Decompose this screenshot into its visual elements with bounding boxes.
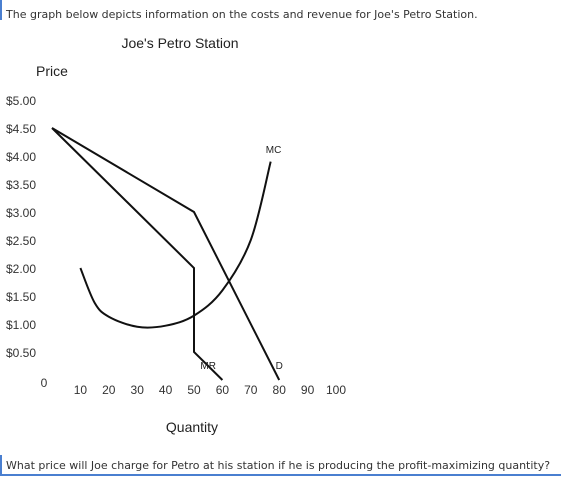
x-axis-label: Quantity	[166, 419, 218, 435]
question-left-border	[0, 0, 2, 20]
curve-label-mr: MR	[200, 361, 216, 372]
y-tick-label: $5.00	[6, 94, 36, 108]
y-tick-label: $2.00	[6, 262, 36, 276]
x-tick-label: 10	[74, 383, 88, 397]
y-axis-label: Price	[36, 63, 68, 79]
question-text: What price will Joe charge for Petro at …	[6, 459, 551, 472]
y-tick-label: $2.50	[6, 234, 36, 248]
x-tick-label: 30	[131, 383, 145, 397]
y-tick-label: $1.00	[6, 318, 36, 332]
x-tick-label: 20	[102, 383, 116, 397]
y-tick-label: $0.50	[6, 346, 36, 360]
x-tick-label: 90	[301, 383, 315, 397]
y-tick-label: $3.50	[6, 178, 36, 192]
x-tick-label: 0	[41, 376, 48, 390]
x-tick-label: 80	[273, 383, 287, 397]
chart: Joe's Petro Station Price Quantity $0.50…	[6, 35, 346, 435]
curve-label-d: D	[276, 361, 283, 372]
chart-title: Joe's Petro Station	[121, 35, 238, 51]
x-tick-label: 100	[326, 383, 346, 397]
series-mc-line	[79, 161, 272, 329]
curve-label-mc: MC	[266, 145, 282, 156]
question-prompt: The graph below depicts information on t…	[6, 8, 478, 21]
series-mr-line	[51, 127, 224, 381]
x-tick-label: 60	[216, 383, 230, 397]
y-tick-label: $4.00	[6, 150, 36, 164]
y-tick-label: $3.00	[6, 206, 36, 220]
x-tick-label: 40	[159, 383, 173, 397]
x-tick-label: 50	[187, 383, 201, 397]
x-tick-label: 70	[244, 383, 258, 397]
question-underline	[0, 474, 561, 476]
y-tick-label: $4.50	[6, 122, 36, 136]
series-d-line	[51, 127, 281, 381]
question-left-border-lower	[0, 455, 2, 476]
y-tick-label: $1.50	[6, 290, 36, 304]
